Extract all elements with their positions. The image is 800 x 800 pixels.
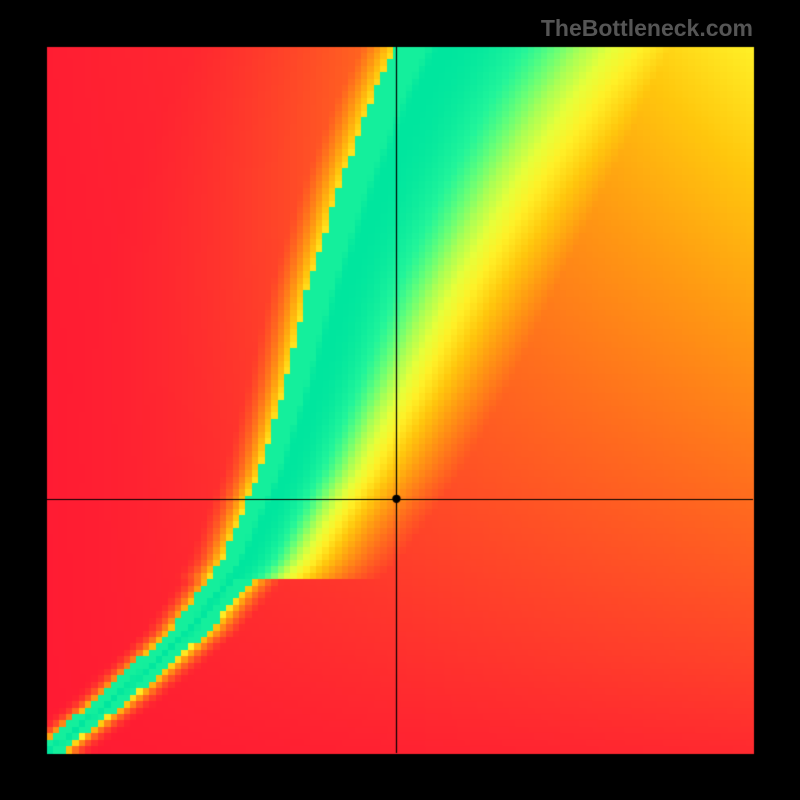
chart-container: TheBottleneck.com [0,0,800,800]
watermark-text: TheBottleneck.com [541,15,753,42]
heatmap-canvas [0,0,800,800]
